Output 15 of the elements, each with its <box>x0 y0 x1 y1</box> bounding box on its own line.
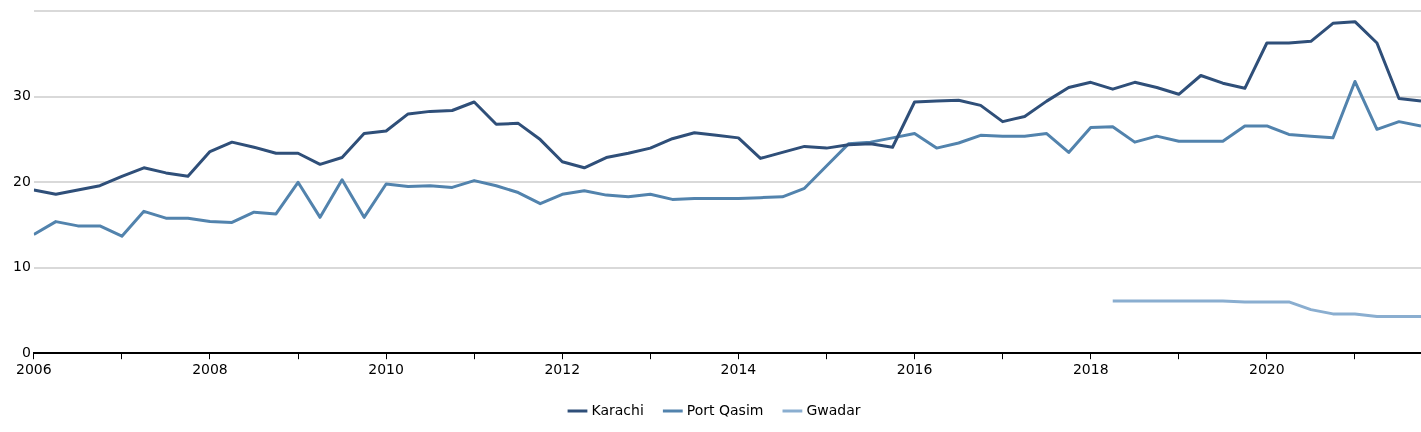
y-tick-label: 0 <box>21 343 31 360</box>
x-tick-label: 2006 <box>15 361 52 378</box>
legend-label: Port Qasim <box>686 401 764 418</box>
y-tick-label: 20 <box>12 172 31 189</box>
x-tick-label: 2010 <box>368 361 404 378</box>
x-tick-label: 2012 <box>544 361 581 378</box>
x-tick-label: 2008 <box>192 361 228 378</box>
x-tick-label: 2020 <box>1249 361 1285 378</box>
x-tick-label: 2016 <box>896 361 933 378</box>
x-tick-label: 2018 <box>1072 361 1109 378</box>
legend-label: Gwadar <box>806 401 861 418</box>
x-tick-label: 2014 <box>720 361 757 378</box>
y-tick-label: 30 <box>12 87 31 104</box>
legend-label: Karachi <box>591 401 644 418</box>
y-tick-label: 10 <box>12 258 31 275</box>
